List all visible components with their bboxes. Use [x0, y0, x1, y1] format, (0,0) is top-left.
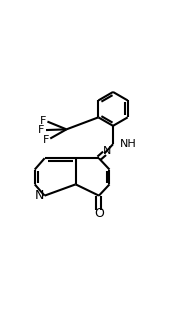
Text: F: F: [43, 135, 50, 145]
Text: N: N: [103, 146, 112, 156]
Text: F: F: [40, 116, 46, 126]
Text: N: N: [35, 189, 44, 202]
Text: O: O: [94, 207, 104, 221]
Text: F: F: [38, 125, 44, 135]
Text: NH: NH: [120, 139, 137, 149]
